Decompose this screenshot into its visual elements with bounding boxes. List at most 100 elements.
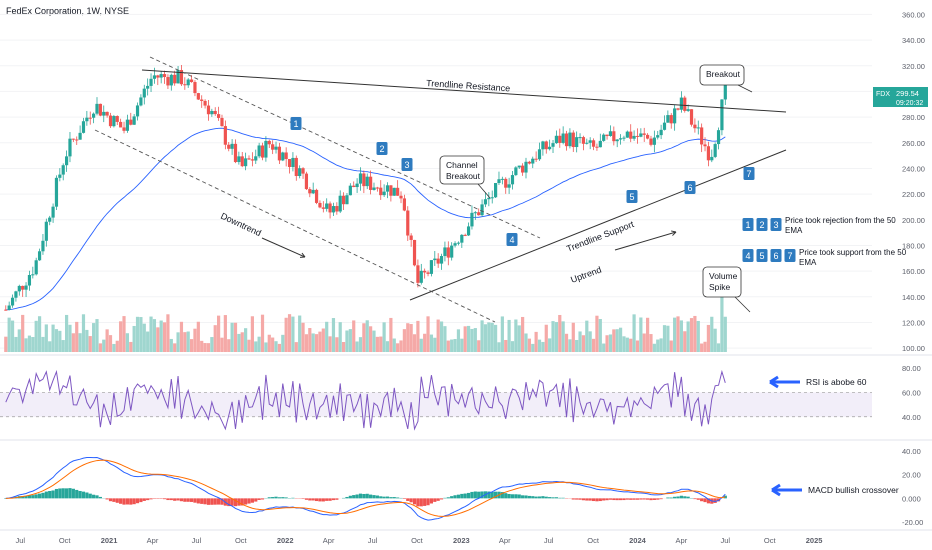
price-axis-label: 140.00 xyxy=(902,293,925,302)
candle-body xyxy=(406,210,410,236)
marker-number: 2 xyxy=(379,144,384,154)
volume-bar xyxy=(206,343,211,352)
macd-histogram-bar xyxy=(146,498,150,501)
price-axis-label: 220.00 xyxy=(902,190,925,199)
price-axis-label: 360.00 xyxy=(902,10,925,19)
candle-body xyxy=(504,178,508,188)
volume-bar xyxy=(291,316,295,352)
marker-badge xyxy=(743,167,755,180)
macd-histogram-bar xyxy=(250,498,254,503)
macd-histogram-bar xyxy=(521,495,525,499)
volume-bar xyxy=(129,341,133,352)
macd-histogram-bar xyxy=(284,497,288,499)
macd-histogram-bar xyxy=(85,492,89,499)
candle-body xyxy=(602,134,606,141)
candle-body xyxy=(689,109,694,125)
macd-histogram-bar xyxy=(210,498,214,505)
candle-body xyxy=(419,270,423,283)
candle-body xyxy=(389,185,393,196)
uptrend-label: Uptrend xyxy=(569,265,603,285)
volume-bar xyxy=(203,343,207,352)
x-axis-label: 2023 xyxy=(453,536,470,545)
macd-histogram-bar xyxy=(531,496,535,499)
macd-histogram-bar xyxy=(558,497,562,499)
volume-bar xyxy=(551,321,555,352)
chart-title: FedEx Corporation, 1W, NYSE xyxy=(6,6,130,16)
volume-spike-callout-box xyxy=(702,266,742,298)
volume-bar xyxy=(341,341,346,352)
volume-bar xyxy=(385,341,390,352)
candle-body xyxy=(24,285,28,290)
volume-bar xyxy=(527,338,531,352)
price-tag-ticker: FDX xyxy=(876,91,890,98)
macd-histogram-bar xyxy=(4,498,8,499)
macd-histogram-bar xyxy=(527,495,531,499)
macd-histogram-bar xyxy=(345,496,349,499)
macd-histogram-bar xyxy=(507,493,511,499)
candle-body xyxy=(34,260,38,275)
candle-body xyxy=(314,189,319,203)
macd-histogram-bar xyxy=(48,490,52,499)
candle-body xyxy=(78,132,82,140)
candle-body xyxy=(58,174,62,178)
candle-body xyxy=(206,105,211,115)
macd-histogram-bar xyxy=(460,493,464,499)
volume-bar xyxy=(64,314,69,352)
macd-histogram-bar xyxy=(406,498,410,501)
candle-body xyxy=(362,173,366,187)
macd-histogram-bar xyxy=(81,491,86,499)
macd-histogram-bar xyxy=(639,498,643,500)
macd-histogram-bar xyxy=(352,495,356,499)
volume-bar xyxy=(537,339,542,352)
volume-bar xyxy=(602,343,606,352)
macd-histogram-bar xyxy=(679,495,683,499)
volume-bar xyxy=(683,331,687,352)
volume-bar xyxy=(156,327,160,352)
macd-axis-label: 0.000 xyxy=(902,494,921,503)
macd-histogram-bar xyxy=(21,496,25,499)
macd-histogram-bar xyxy=(92,494,96,499)
volume-bar xyxy=(412,334,417,352)
volume-bar xyxy=(115,340,119,352)
candle-body xyxy=(460,234,464,243)
candle-body xyxy=(95,103,99,114)
volume-bar xyxy=(7,317,11,352)
candle-body xyxy=(379,187,383,196)
macd-histogram-bar xyxy=(396,497,400,499)
volume-bar xyxy=(159,320,163,352)
volume-bar xyxy=(98,343,102,352)
volume-bar xyxy=(179,321,184,352)
volume-bar xyxy=(176,332,180,352)
candle-body xyxy=(409,235,413,240)
volume-bar xyxy=(666,325,670,352)
macd-histogram-bar xyxy=(385,496,390,499)
legend-badge-number: 7 xyxy=(787,251,792,261)
trendline-support xyxy=(409,149,787,301)
macd-histogram-bar xyxy=(548,497,552,499)
macd-histogram-bar xyxy=(646,498,650,500)
candle-body xyxy=(125,119,129,131)
macd-histogram-bar xyxy=(217,498,221,505)
volume-bar xyxy=(301,322,305,352)
macd-histogram-bar xyxy=(142,498,146,501)
macd-histogram-bar xyxy=(625,498,629,500)
candle-body xyxy=(490,197,494,199)
macd-histogram-bar xyxy=(132,498,136,505)
candle-body xyxy=(544,141,548,150)
candle-body xyxy=(632,135,636,139)
candle-body xyxy=(233,143,238,163)
macd-histogram-bar xyxy=(493,491,498,499)
macd-histogram-bar xyxy=(635,498,640,500)
volume-bar xyxy=(10,320,15,352)
candle-body xyxy=(700,127,704,145)
candle-body xyxy=(135,105,140,117)
candle-body xyxy=(436,258,440,264)
volume-bar xyxy=(673,317,677,352)
candle-body xyxy=(142,88,146,98)
volume-bar xyxy=(142,323,146,352)
candle-body xyxy=(446,247,450,258)
volume-bar xyxy=(166,314,170,352)
breakout-callout-box xyxy=(699,64,745,86)
marker-badge xyxy=(506,233,518,246)
